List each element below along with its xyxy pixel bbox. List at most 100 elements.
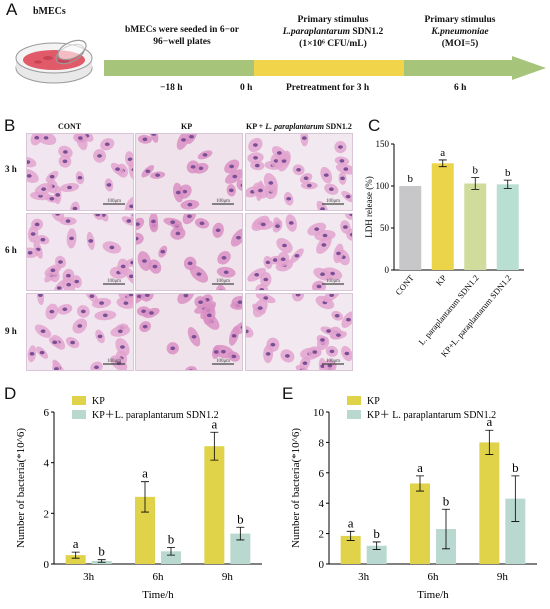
- cell-nucleus: [97, 154, 102, 158]
- cell-nucleus: [66, 273, 71, 278]
- cell-texture: 100μm: [246, 134, 352, 210]
- bar: [135, 496, 155, 564]
- cell-nucleus: [349, 232, 352, 237]
- bar: [65, 555, 86, 564]
- cell-nucleus: [196, 272, 202, 276]
- cell-nucleus: [213, 350, 219, 354]
- stage3-organism: K.pneumoniae: [400, 26, 520, 38]
- cell-nucleus: [312, 350, 318, 354]
- cell-nucleus: [199, 221, 205, 226]
- cell-nucleus: [265, 352, 271, 356]
- y-tick-label: 0: [44, 559, 50, 571]
- error-bar: [71, 551, 80, 559]
- cell-nucleus: [39, 350, 45, 355]
- panel-d-letter: D: [4, 384, 17, 403]
- cell-texture: 100μm: [138, 134, 242, 210]
- cell-nucleus: [330, 271, 335, 276]
- cell-nucleus: [62, 159, 68, 164]
- cell-nucleus: [49, 174, 55, 179]
- cell-body: [300, 134, 309, 147]
- micrograph-tile: 100μm: [135, 213, 243, 291]
- cell-nucleus: [340, 176, 345, 181]
- significance-letter: b: [443, 493, 450, 508]
- cell-nucleus: [128, 294, 133, 297]
- cell-nucleus: [128, 274, 133, 279]
- cell-nucleus: [175, 231, 181, 236]
- cell-nucleus: [94, 365, 99, 370]
- cell-nucleus: [221, 255, 227, 260]
- cell-nucleus: [240, 325, 242, 329]
- petri-dish-icon: [15, 39, 93, 84]
- y-tick-label: 10: [313, 407, 325, 419]
- cell-nucleus: [282, 243, 287, 248]
- cell-nucleus: [160, 249, 166, 254]
- error-bar: [372, 541, 381, 550]
- bar: [431, 163, 454, 270]
- stage3-dose: (MOI=5): [441, 39, 479, 49]
- cell-nucleus: [115, 167, 120, 171]
- stage2-organism: L.paraplantarum SDN1.2: [248, 26, 418, 38]
- cell-nucleus: [215, 228, 221, 233]
- bar: [204, 446, 225, 564]
- cell-nucleus: [27, 174, 32, 178]
- cell-nucleus: [109, 245, 115, 250]
- cell-nucleus: [142, 137, 148, 142]
- cell-nucleus: [88, 239, 94, 243]
- micrograph-tile: 100μm: [26, 293, 134, 371]
- cell-nucleus: [254, 163, 260, 168]
- cell-nucleus: [67, 185, 72, 190]
- scale-bar-label: 100μm: [107, 199, 121, 204]
- x-tick-label: 9h: [497, 571, 509, 583]
- stage3-organism-name: K.pneumoniae: [431, 27, 489, 37]
- pretreat-label: Pretreatment for 3 h: [286, 83, 370, 93]
- cell-nucleus: [321, 243, 327, 247]
- x-tick-label: 3h: [83, 571, 95, 583]
- cell-nucleus: [349, 214, 352, 217]
- cell-nucleus: [50, 268, 56, 273]
- bar: [340, 535, 361, 564]
- cell-nucleus: [63, 150, 68, 154]
- cell-nucleus: [77, 136, 83, 140]
- cell-nucleus: [281, 159, 287, 163]
- cell-nucleus: [181, 138, 186, 142]
- cell-nucleus: [306, 183, 312, 188]
- cell-nucleus: [263, 277, 269, 282]
- significance-letter: b: [505, 167, 511, 179]
- cell-nucleus: [27, 160, 31, 164]
- significance-letter: b: [98, 544, 105, 559]
- cell-nucleus: [52, 340, 58, 345]
- cell-nucleus: [344, 351, 350, 356]
- micrograph-tile: 100μm: [135, 133, 243, 211]
- row-label-6h: 6 h: [5, 245, 17, 255]
- significance-letter: b: [473, 165, 479, 177]
- panel-a-letter: A: [6, 0, 18, 19]
- cell-nucleus: [53, 367, 59, 370]
- cell-nucleus: [120, 264, 126, 269]
- cell-nucleus: [265, 260, 271, 265]
- cell-nucleus: [29, 352, 35, 356]
- scale-bar-label: 100μm: [326, 359, 340, 364]
- cell-nucleus: [202, 153, 208, 157]
- cell-nucleus: [155, 173, 161, 177]
- cell-nucleus: [336, 251, 341, 256]
- dish-label: bMECs: [33, 6, 66, 17]
- significance-letter: b: [512, 460, 519, 475]
- cell-nucleus: [229, 164, 235, 169]
- cell-nucleus: [189, 134, 194, 139]
- legend-label: KP: [92, 396, 105, 407]
- cell-nucleus: [336, 333, 341, 337]
- error-bar: [236, 526, 245, 541]
- cell-nucleus: [190, 165, 196, 169]
- cell-nucleus: [72, 206, 78, 210]
- cell-nucleus: [38, 294, 43, 297]
- cell-nucleus: [77, 175, 83, 180]
- cell-nucleus: [142, 324, 148, 329]
- col-label-kp-prefix: KP +: [246, 122, 266, 131]
- y-tick-label: 150: [376, 139, 390, 149]
- cell-nucleus: [40, 237, 46, 242]
- cell-nucleus: [329, 349, 335, 354]
- stage1-text: bMECs were seeded in 6−or 96−well plates: [125, 25, 239, 47]
- cell-nucleus: [343, 167, 349, 171]
- cell-nucleus: [95, 214, 101, 217]
- cell-nucleus: [294, 253, 300, 258]
